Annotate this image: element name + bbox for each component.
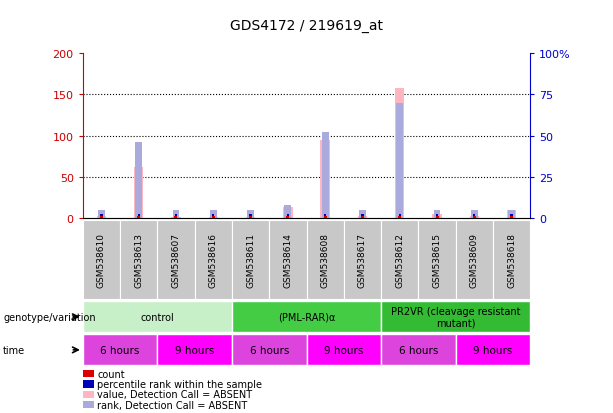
Bar (173, 211, 180, 219)
Bar (249, 215, 252, 217)
Text: rank, Detection Call = ABSENT: rank, Detection Call = ABSENT (97, 400, 248, 410)
Bar (249, 217, 252, 219)
Bar (435, 217, 438, 219)
Text: 9 hours: 9 hours (473, 345, 512, 355)
Text: GSM538611: GSM538611 (246, 233, 255, 287)
Text: 6 hours: 6 hours (398, 345, 438, 355)
Text: time: time (3, 345, 25, 355)
Bar (175, 217, 178, 219)
Bar (210, 211, 216, 219)
Text: GSM538610: GSM538610 (97, 233, 106, 287)
Text: 6 hours: 6 hours (101, 345, 140, 355)
Bar (137, 217, 140, 219)
Bar (324, 215, 326, 217)
Text: 9 hours: 9 hours (324, 345, 364, 355)
Text: GSM538607: GSM538607 (172, 233, 180, 287)
Text: GSM538613: GSM538613 (134, 233, 143, 287)
Bar (471, 211, 478, 219)
Text: 6 hours: 6 hours (249, 345, 289, 355)
Bar (433, 211, 440, 219)
Bar (397, 103, 403, 219)
Bar (322, 133, 329, 219)
Bar (395, 88, 405, 219)
Text: GSM538612: GSM538612 (395, 233, 404, 287)
Bar (287, 215, 289, 217)
Bar (510, 217, 513, 219)
Bar (324, 217, 327, 219)
Bar (101, 215, 102, 217)
Bar (473, 215, 476, 217)
Bar (175, 215, 177, 217)
Bar (432, 215, 442, 219)
Bar (358, 216, 367, 219)
Text: PR2VR (cleavage resistant
mutant): PR2VR (cleavage resistant mutant) (391, 306, 520, 328)
Bar (436, 215, 438, 217)
Text: GDS4172 / 219619_at: GDS4172 / 219619_at (230, 19, 383, 33)
Bar (208, 217, 218, 219)
Text: GSM538609: GSM538609 (470, 233, 479, 287)
Text: 9 hours: 9 hours (175, 345, 215, 355)
Bar (511, 215, 512, 217)
Bar (246, 217, 255, 219)
Bar (284, 206, 291, 219)
Bar (361, 217, 364, 219)
Bar (171, 217, 181, 219)
Text: value, Detection Call = ABSENT: value, Detection Call = ABSENT (97, 389, 253, 399)
Bar (286, 217, 289, 219)
Text: GSM538616: GSM538616 (209, 233, 218, 287)
Bar (100, 217, 103, 219)
Text: control: control (140, 312, 174, 322)
Text: percentile rank within the sample: percentile rank within the sample (97, 379, 262, 389)
Bar (398, 215, 401, 217)
Bar (473, 217, 476, 219)
Bar (508, 211, 515, 219)
Bar (361, 215, 364, 217)
Bar (359, 211, 366, 219)
Bar (134, 168, 143, 219)
Text: GSM538618: GSM538618 (507, 233, 516, 287)
Text: GSM538614: GSM538614 (283, 233, 292, 287)
Bar (247, 211, 254, 219)
Text: count: count (97, 369, 125, 379)
Bar (211, 217, 215, 219)
Bar (137, 215, 140, 217)
Text: GSM538615: GSM538615 (433, 233, 441, 287)
Bar (135, 143, 142, 219)
Bar (97, 216, 106, 219)
Bar (98, 211, 105, 219)
Bar (321, 140, 330, 219)
Text: (PML-RAR)α: (PML-RAR)α (278, 312, 335, 322)
Text: genotype/variation: genotype/variation (3, 312, 96, 322)
Bar (283, 207, 292, 219)
Bar (507, 211, 516, 219)
Text: GSM538608: GSM538608 (321, 233, 330, 287)
Text: GSM538617: GSM538617 (358, 233, 367, 287)
Bar (212, 215, 215, 217)
Bar (470, 216, 479, 219)
Bar (398, 217, 402, 219)
